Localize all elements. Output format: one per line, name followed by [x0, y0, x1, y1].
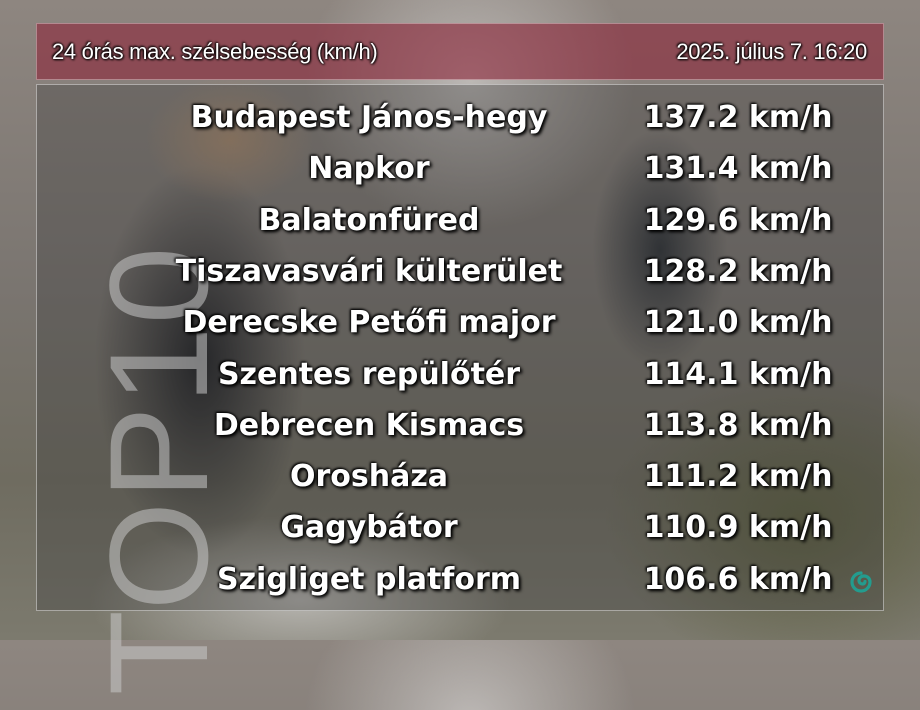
table-row: Szentes repülőtér 114.1 km/h — [37, 349, 885, 400]
table-row: Gagybátor 110.9 km/h — [37, 502, 885, 553]
station-name: Gagybátor — [280, 510, 458, 546]
station-name: Derecske Petőfi major — [182, 305, 556, 341]
wind-speed-value: 114.1 km/h — [643, 356, 833, 392]
wind-speed-value: 128.2 km/h — [643, 253, 833, 289]
table-row: Derecske Petőfi major 121.0 km/h — [37, 297, 885, 348]
table-row: Budapest János-hegy 137.2 km/h — [37, 92, 885, 143]
wind-speed-value: 113.8 km/h — [643, 407, 833, 443]
wind-speed-value: 137.2 km/h — [643, 100, 833, 135]
wind-speed-value: 121.0 km/h — [643, 305, 833, 341]
station-name: Szigliget platform — [216, 561, 522, 597]
swirl-logo-icon — [850, 571, 872, 593]
wind-speed-value: 110.9 km/h — [643, 510, 833, 546]
station-name: Debrecen Kismacs — [213, 407, 525, 443]
table-row: Debrecen Kismacs 113.8 km/h — [37, 400, 885, 451]
ranking-panel: TOP10 Budapest János-hegy 137.2 km/h Napko… — [36, 84, 885, 696]
table-row: Szigliget platform 106.6 km/h — [37, 554, 885, 605]
wind-speed-value: 111.2 km/h — [643, 459, 833, 495]
header-title: 24 órás max. szélsebesség (km/h) — [52, 38, 378, 64]
station-name: Napkor — [308, 151, 430, 187]
table-row: Balatonfüred 129.6 km/h — [37, 195, 885, 246]
wind-speed-value: 106.6 km/h — [643, 561, 833, 597]
station-name: Orosháza — [289, 459, 449, 495]
header-bar: 24 órás max. szélsebesség (km/h) 2025. j… — [36, 23, 884, 80]
station-name: Szentes repülőtér — [217, 356, 521, 392]
station-name: Balatonfüred — [258, 202, 480, 238]
wind-speed-value: 129.6 km/h — [643, 202, 833, 238]
wind-speed-value: 131.4 km/h — [643, 151, 833, 187]
station-name: Budapest János-hegy — [190, 100, 548, 135]
table-row: Orosháza 111.2 km/h — [37, 451, 885, 502]
header-datetime: 2025. július 7. 16:20 — [676, 38, 867, 64]
table-row: Napkor 131.4 km/h — [37, 143, 885, 194]
station-name: Tiszavasvári külterület — [175, 253, 563, 289]
table-row: Tiszavasvári külterület 128.2 km/h — [37, 246, 885, 297]
